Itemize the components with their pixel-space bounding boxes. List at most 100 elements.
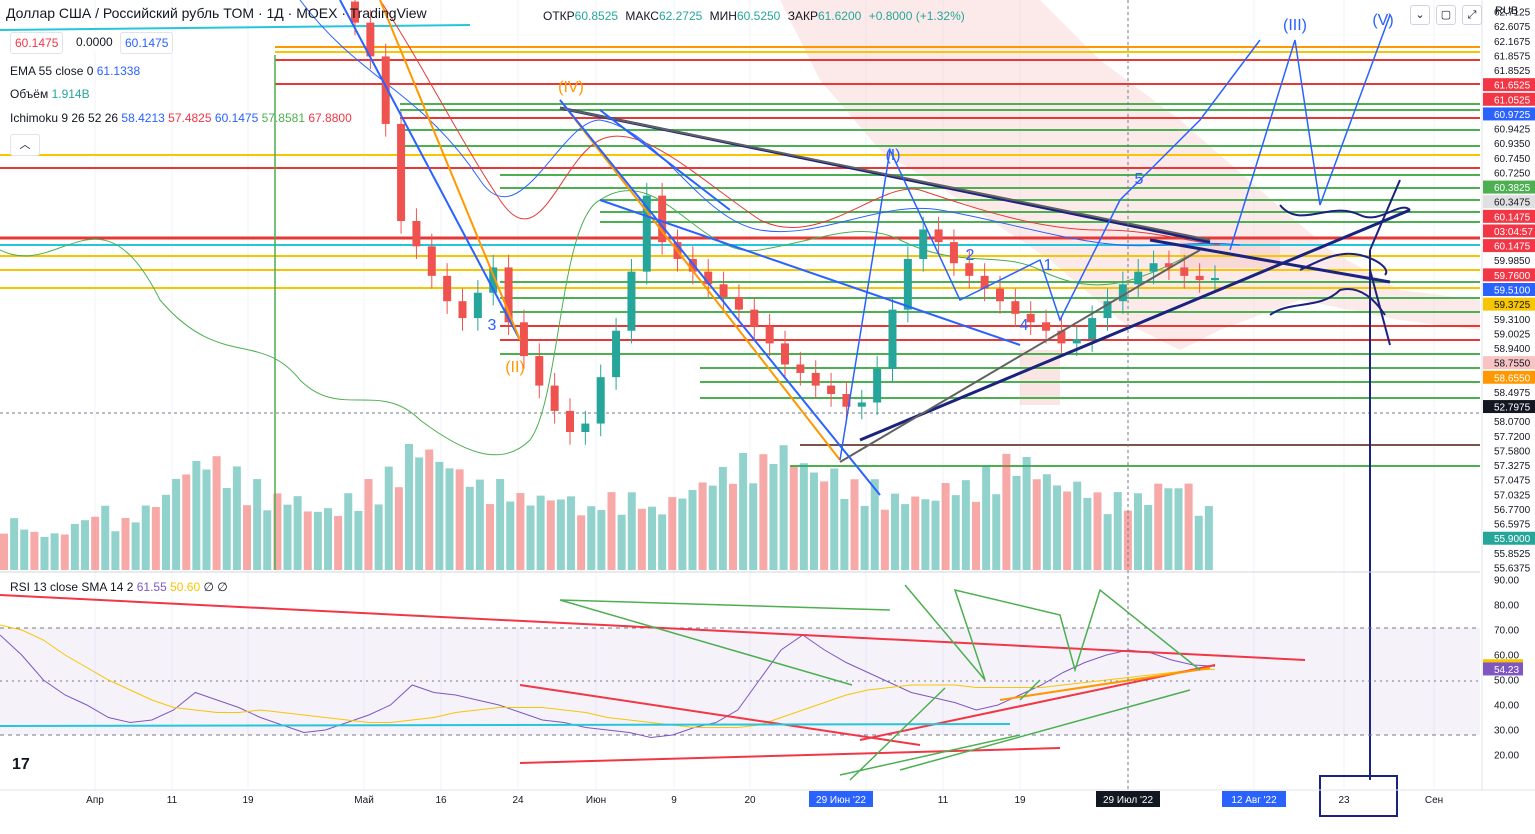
candle bbox=[842, 394, 851, 407]
volume-bar bbox=[162, 494, 170, 570]
volume-bar bbox=[972, 501, 980, 570]
candle bbox=[1103, 301, 1112, 319]
price-tick: 60.3475 bbox=[1494, 198, 1531, 209]
candle bbox=[949, 242, 958, 264]
volume-bar bbox=[172, 478, 181, 570]
candle bbox=[919, 229, 928, 259]
time-tick: Май bbox=[354, 795, 374, 806]
volume-bar bbox=[820, 481, 829, 570]
rsi-legend[interactable]: RSI 13 close SMA 14 2 61.55 50.60 ∅ ∅ bbox=[10, 580, 228, 594]
volume-bar bbox=[556, 499, 565, 570]
volume-bar bbox=[536, 495, 545, 570]
volume-bar bbox=[486, 504, 494, 570]
candle bbox=[412, 221, 421, 247]
candle bbox=[704, 271, 713, 285]
chevron-down-icon[interactable]: ⌄ bbox=[1410, 5, 1430, 25]
volume-bar bbox=[870, 479, 879, 570]
candle bbox=[427, 246, 436, 276]
price-tick: 60.9725 bbox=[1494, 110, 1531, 121]
wave-label: 1 bbox=[1044, 257, 1053, 274]
volume-bar bbox=[1134, 493, 1142, 570]
candle bbox=[397, 123, 406, 222]
rsi-tick: 54.23 bbox=[1494, 665, 1519, 676]
volume-bar bbox=[273, 493, 282, 570]
price-label-bg bbox=[1483, 268, 1535, 282]
price-tick: 57.5800 bbox=[1494, 446, 1531, 457]
ema-legend[interactable]: EMA 55 close 0 61.1338 bbox=[10, 64, 141, 78]
volume-bar bbox=[202, 469, 211, 570]
collapse-legend-button[interactable]: ︿ bbox=[10, 134, 40, 156]
volume-legend[interactable]: Объём 1.914B bbox=[10, 87, 90, 101]
maximize-icon[interactable]: ⤢ bbox=[1462, 5, 1482, 25]
volume-bar bbox=[992, 494, 1001, 570]
ohlc-readout: ОТКР60.8525 МАКС62.2725 МИН60.5250 ЗАКР6… bbox=[543, 9, 965, 23]
candle bbox=[996, 288, 1004, 302]
volume-bar bbox=[739, 453, 748, 570]
buy-price[interactable]: 60.1475 bbox=[120, 32, 174, 54]
candle bbox=[566, 410, 574, 433]
ichimoku-legend[interactable]: Ichimoku 9 26 52 26 58.4213 57.4825 60.1… bbox=[10, 111, 352, 125]
candle bbox=[1072, 339, 1081, 344]
sell-price[interactable]: 60.1475 bbox=[10, 32, 64, 54]
price-tick: 52.7975 bbox=[1494, 403, 1531, 414]
candle bbox=[612, 330, 621, 378]
price-tick: 60.7250 bbox=[1494, 168, 1531, 179]
volume-bar bbox=[475, 479, 484, 570]
time-tick: 24 bbox=[512, 795, 524, 806]
volume-bar bbox=[91, 516, 100, 570]
price-label-bg bbox=[1483, 180, 1535, 194]
restore-icon[interactable]: ▢ bbox=[1436, 5, 1456, 25]
volume-bar bbox=[729, 483, 737, 570]
volume-bar bbox=[779, 445, 788, 570]
volume-bar bbox=[941, 483, 950, 570]
price-tick: 59.5100 bbox=[1494, 286, 1531, 297]
volume-bar bbox=[354, 510, 363, 570]
volume-bar bbox=[435, 461, 444, 570]
volume-bar bbox=[1053, 485, 1061, 570]
volume-bar bbox=[698, 482, 707, 570]
price-tick: 03:04:57 bbox=[1494, 227, 1533, 238]
wave-label: 3 bbox=[488, 317, 497, 334]
volume-bar bbox=[253, 479, 262, 570]
volume-bar bbox=[405, 443, 413, 570]
price-scale-bg bbox=[1482, 0, 1535, 790]
volume-bar bbox=[243, 505, 251, 570]
volume-bar bbox=[394, 487, 403, 570]
time-tick: 11 bbox=[167, 795, 178, 806]
candle bbox=[734, 296, 743, 310]
currency-label[interactable]: RUB bbox=[1495, 5, 1519, 17]
price-scale: 62.7125 62.6075 62.1675 61.8575 61.8525 61.65… bbox=[1483, 8, 1535, 575]
time-tick: 12 Авг '22 bbox=[1231, 795, 1277, 806]
volume-bar bbox=[718, 466, 727, 570]
volume-bar bbox=[111, 531, 120, 570]
volume-bar bbox=[567, 496, 575, 570]
volume-bar bbox=[60, 534, 69, 570]
volume-bar bbox=[101, 505, 110, 570]
volume-bar bbox=[607, 492, 616, 570]
volume-bar bbox=[840, 498, 849, 570]
time-tick: Сен bbox=[1425, 795, 1443, 806]
volume-bar bbox=[1164, 488, 1173, 570]
volume-bar bbox=[50, 533, 59, 570]
volume-bar bbox=[131, 522, 140, 570]
volume-bar bbox=[334, 516, 343, 570]
price-tick: 62.7125 bbox=[1494, 8, 1531, 19]
time-tick: 29 Июн '22 bbox=[816, 795, 866, 806]
volume-bar bbox=[344, 493, 353, 570]
volume-bar bbox=[678, 498, 687, 570]
candle bbox=[519, 322, 528, 357]
volume-bar bbox=[141, 505, 150, 570]
volume-bar bbox=[20, 529, 29, 570]
time-tick: Апр bbox=[86, 795, 104, 806]
volume-bar bbox=[546, 500, 555, 570]
volume-bar bbox=[232, 466, 241, 570]
price-label-bg bbox=[1483, 78, 1535, 92]
volume-bar bbox=[901, 504, 910, 570]
price-tick: 55.6375 bbox=[1494, 564, 1531, 575]
volume-bar bbox=[931, 500, 940, 570]
price-tick: 58.4975 bbox=[1494, 388, 1531, 399]
volume-bar bbox=[263, 510, 272, 570]
volume-bar bbox=[222, 488, 231, 570]
volume-bar bbox=[810, 472, 818, 570]
